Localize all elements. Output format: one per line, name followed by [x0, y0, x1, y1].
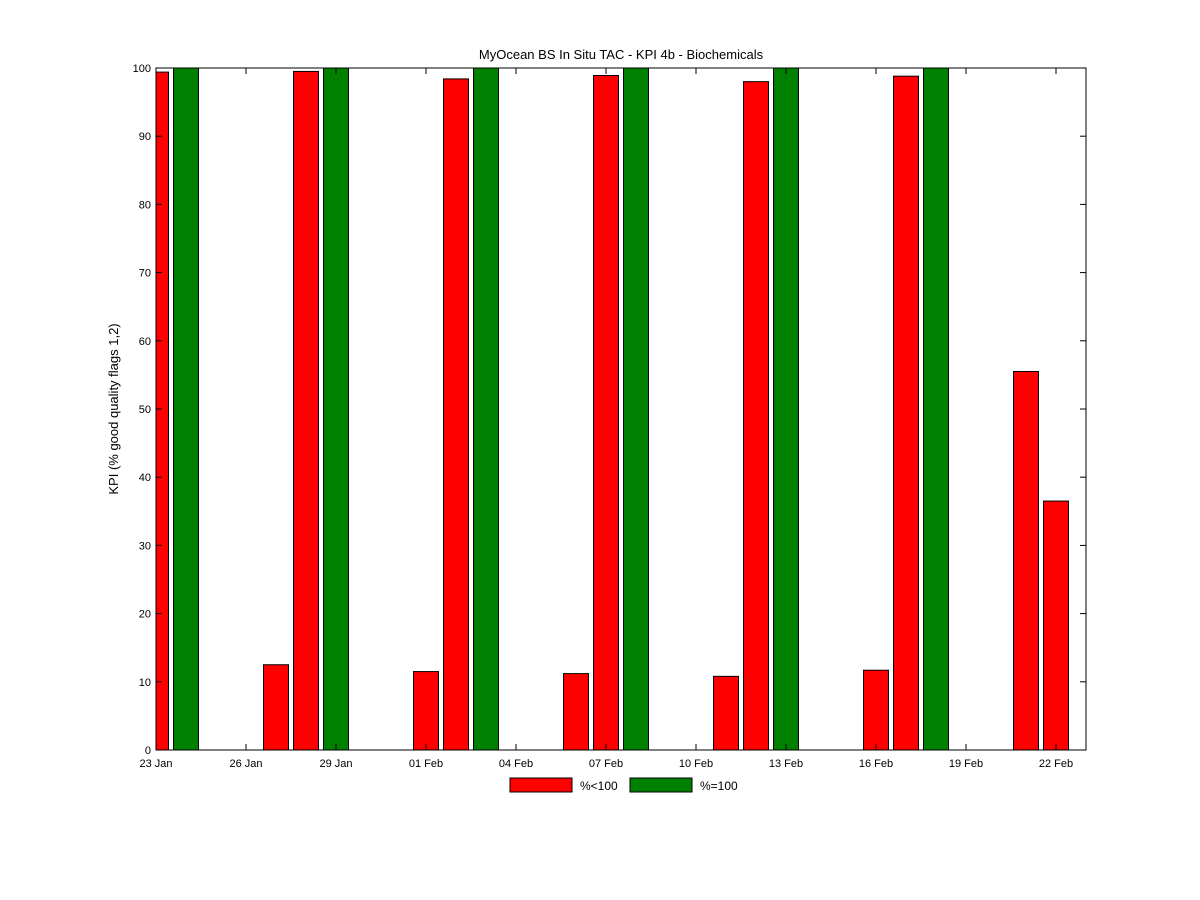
ticks-group: 0 10 20 30 40 50 60 70 80 90 100 23 Jan 26 Jan 29 Jan…	[133, 63, 1086, 770]
bar-lt100-2	[293, 70, 319, 751]
bar-lt100-7	[713, 675, 739, 751]
x-tick-label: 01 Feb	[409, 758, 443, 770]
bar-eq100-4	[773, 67, 799, 751]
legend-label-lt100: %<100	[580, 779, 618, 793]
plot-frame	[155, 67, 1087, 751]
y-tick-label: 30	[139, 540, 151, 552]
y-tick-label: 10	[139, 677, 151, 689]
x-tick-label: 29 Jan	[319, 758, 352, 770]
y-tick-label: 40	[139, 472, 151, 484]
y-tick-label: 100	[133, 63, 151, 75]
y-tick-label: 70	[139, 268, 151, 280]
bar-lt100-12	[1043, 500, 1069, 751]
y-tick-label: 90	[139, 131, 151, 143]
x-tick-label: 10 Feb	[679, 758, 713, 770]
x-tick-label: 22 Feb	[1039, 758, 1073, 770]
bar-lt100-8	[743, 81, 769, 751]
y-tick-label: 50	[139, 404, 151, 416]
bar-lt100-5	[563, 673, 589, 751]
bar-lt100-1	[263, 664, 289, 751]
bar-eq100-0	[173, 67, 199, 751]
x-tick-label: 19 Feb	[949, 758, 983, 770]
legend-label-eq100: %=100	[700, 779, 738, 793]
x-tick-label: 16 Feb	[859, 758, 893, 770]
bar-eq100-1	[323, 67, 349, 751]
bar-lt100-0	[155, 71, 169, 751]
bar-lt100-3	[413, 671, 439, 751]
bars-group	[155, 67, 1069, 751]
bar-eq100-3	[623, 67, 649, 751]
bar-eq100-5	[923, 67, 949, 751]
y-tick-label: 20	[139, 609, 151, 621]
x-tick-label: 23 Jan	[139, 758, 172, 770]
chart-title: MyOcean BS In Situ TAC - KPI 4b - Bioche…	[479, 47, 764, 62]
legend-swatch-eq100	[629, 777, 693, 793]
y-tick-label: 0	[145, 745, 151, 757]
bar-lt100-11	[1013, 370, 1039, 751]
bar-lt100-10	[893, 75, 919, 751]
bar-lt100-6	[593, 75, 619, 751]
y-tick-label: 60	[139, 336, 151, 348]
bar-eq100-2	[473, 67, 499, 751]
x-tick-label: 26 Jan	[229, 758, 262, 770]
x-tick-label: 04 Feb	[499, 758, 533, 770]
y-axis-label: KPI (% good quality flags 1,2)	[106, 323, 121, 494]
x-tick-label: 13 Feb	[769, 758, 803, 770]
bar-lt100-9	[863, 669, 889, 751]
x-tick-label: 07 Feb	[589, 758, 623, 770]
y-tick-label: 80	[139, 199, 151, 211]
legend-swatch-lt100	[509, 777, 573, 793]
legend: %<100 %=100	[509, 777, 738, 793]
bar-lt100-4	[443, 78, 469, 751]
